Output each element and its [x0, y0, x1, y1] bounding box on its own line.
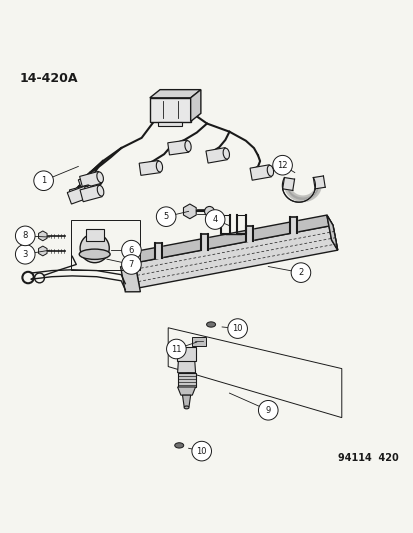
Text: 10: 10	[196, 447, 206, 456]
Circle shape	[258, 400, 278, 420]
Ellipse shape	[79, 249, 110, 260]
Circle shape	[205, 209, 224, 229]
Text: 94114  420: 94114 420	[337, 454, 398, 463]
Polygon shape	[128, 215, 332, 263]
Ellipse shape	[223, 148, 229, 159]
Polygon shape	[289, 217, 296, 233]
Circle shape	[204, 206, 214, 216]
Polygon shape	[78, 173, 101, 191]
Polygon shape	[313, 176, 325, 189]
Polygon shape	[135, 225, 337, 288]
Ellipse shape	[86, 185, 93, 196]
Polygon shape	[282, 177, 315, 202]
FancyBboxPatch shape	[85, 229, 103, 241]
Polygon shape	[177, 360, 195, 373]
Circle shape	[121, 240, 141, 260]
FancyBboxPatch shape	[191, 337, 205, 346]
Text: 14-420A: 14-420A	[19, 72, 77, 85]
Ellipse shape	[156, 161, 162, 172]
Polygon shape	[282, 177, 294, 190]
Polygon shape	[177, 387, 195, 395]
Polygon shape	[200, 234, 207, 249]
Text: 7: 7	[128, 260, 134, 269]
Polygon shape	[80, 185, 102, 202]
Text: 6: 6	[128, 246, 134, 255]
Circle shape	[34, 171, 53, 190]
Circle shape	[15, 226, 35, 246]
Text: 8: 8	[22, 231, 28, 240]
Polygon shape	[182, 395, 190, 407]
Circle shape	[156, 207, 176, 227]
Circle shape	[272, 156, 292, 175]
Text: 12: 12	[277, 161, 287, 169]
Polygon shape	[158, 122, 182, 126]
Text: 9: 9	[265, 406, 270, 415]
Polygon shape	[326, 215, 337, 250]
Polygon shape	[183, 204, 196, 219]
Polygon shape	[154, 243, 162, 259]
Polygon shape	[205, 148, 227, 163]
Text: 1: 1	[41, 176, 46, 185]
Polygon shape	[69, 185, 91, 202]
Circle shape	[15, 245, 35, 264]
Ellipse shape	[267, 165, 273, 176]
Polygon shape	[326, 215, 337, 250]
Circle shape	[80, 233, 109, 263]
Polygon shape	[139, 160, 160, 175]
Ellipse shape	[174, 443, 183, 448]
Text: 2: 2	[298, 268, 303, 277]
Polygon shape	[38, 246, 47, 256]
Text: 11: 11	[171, 344, 181, 353]
Ellipse shape	[184, 406, 189, 409]
Text: 5: 5	[163, 212, 169, 221]
Text: 3: 3	[22, 250, 28, 259]
Circle shape	[166, 339, 186, 359]
Circle shape	[290, 263, 310, 282]
Polygon shape	[150, 98, 190, 122]
Ellipse shape	[95, 174, 102, 184]
Circle shape	[191, 441, 211, 461]
Ellipse shape	[97, 185, 104, 196]
Ellipse shape	[97, 172, 103, 183]
Polygon shape	[150, 90, 200, 98]
Polygon shape	[167, 140, 188, 155]
Polygon shape	[67, 186, 90, 204]
Circle shape	[121, 255, 141, 274]
Polygon shape	[120, 259, 140, 292]
Polygon shape	[177, 373, 195, 387]
Text: 10: 10	[232, 324, 242, 333]
Polygon shape	[249, 165, 271, 180]
Polygon shape	[190, 90, 200, 122]
Polygon shape	[38, 231, 47, 241]
Circle shape	[227, 319, 247, 338]
Ellipse shape	[206, 322, 215, 327]
Text: 4: 4	[212, 215, 217, 224]
Ellipse shape	[185, 141, 191, 151]
Ellipse shape	[84, 187, 91, 197]
FancyBboxPatch shape	[176, 348, 196, 361]
Polygon shape	[245, 225, 253, 241]
Polygon shape	[79, 172, 102, 188]
